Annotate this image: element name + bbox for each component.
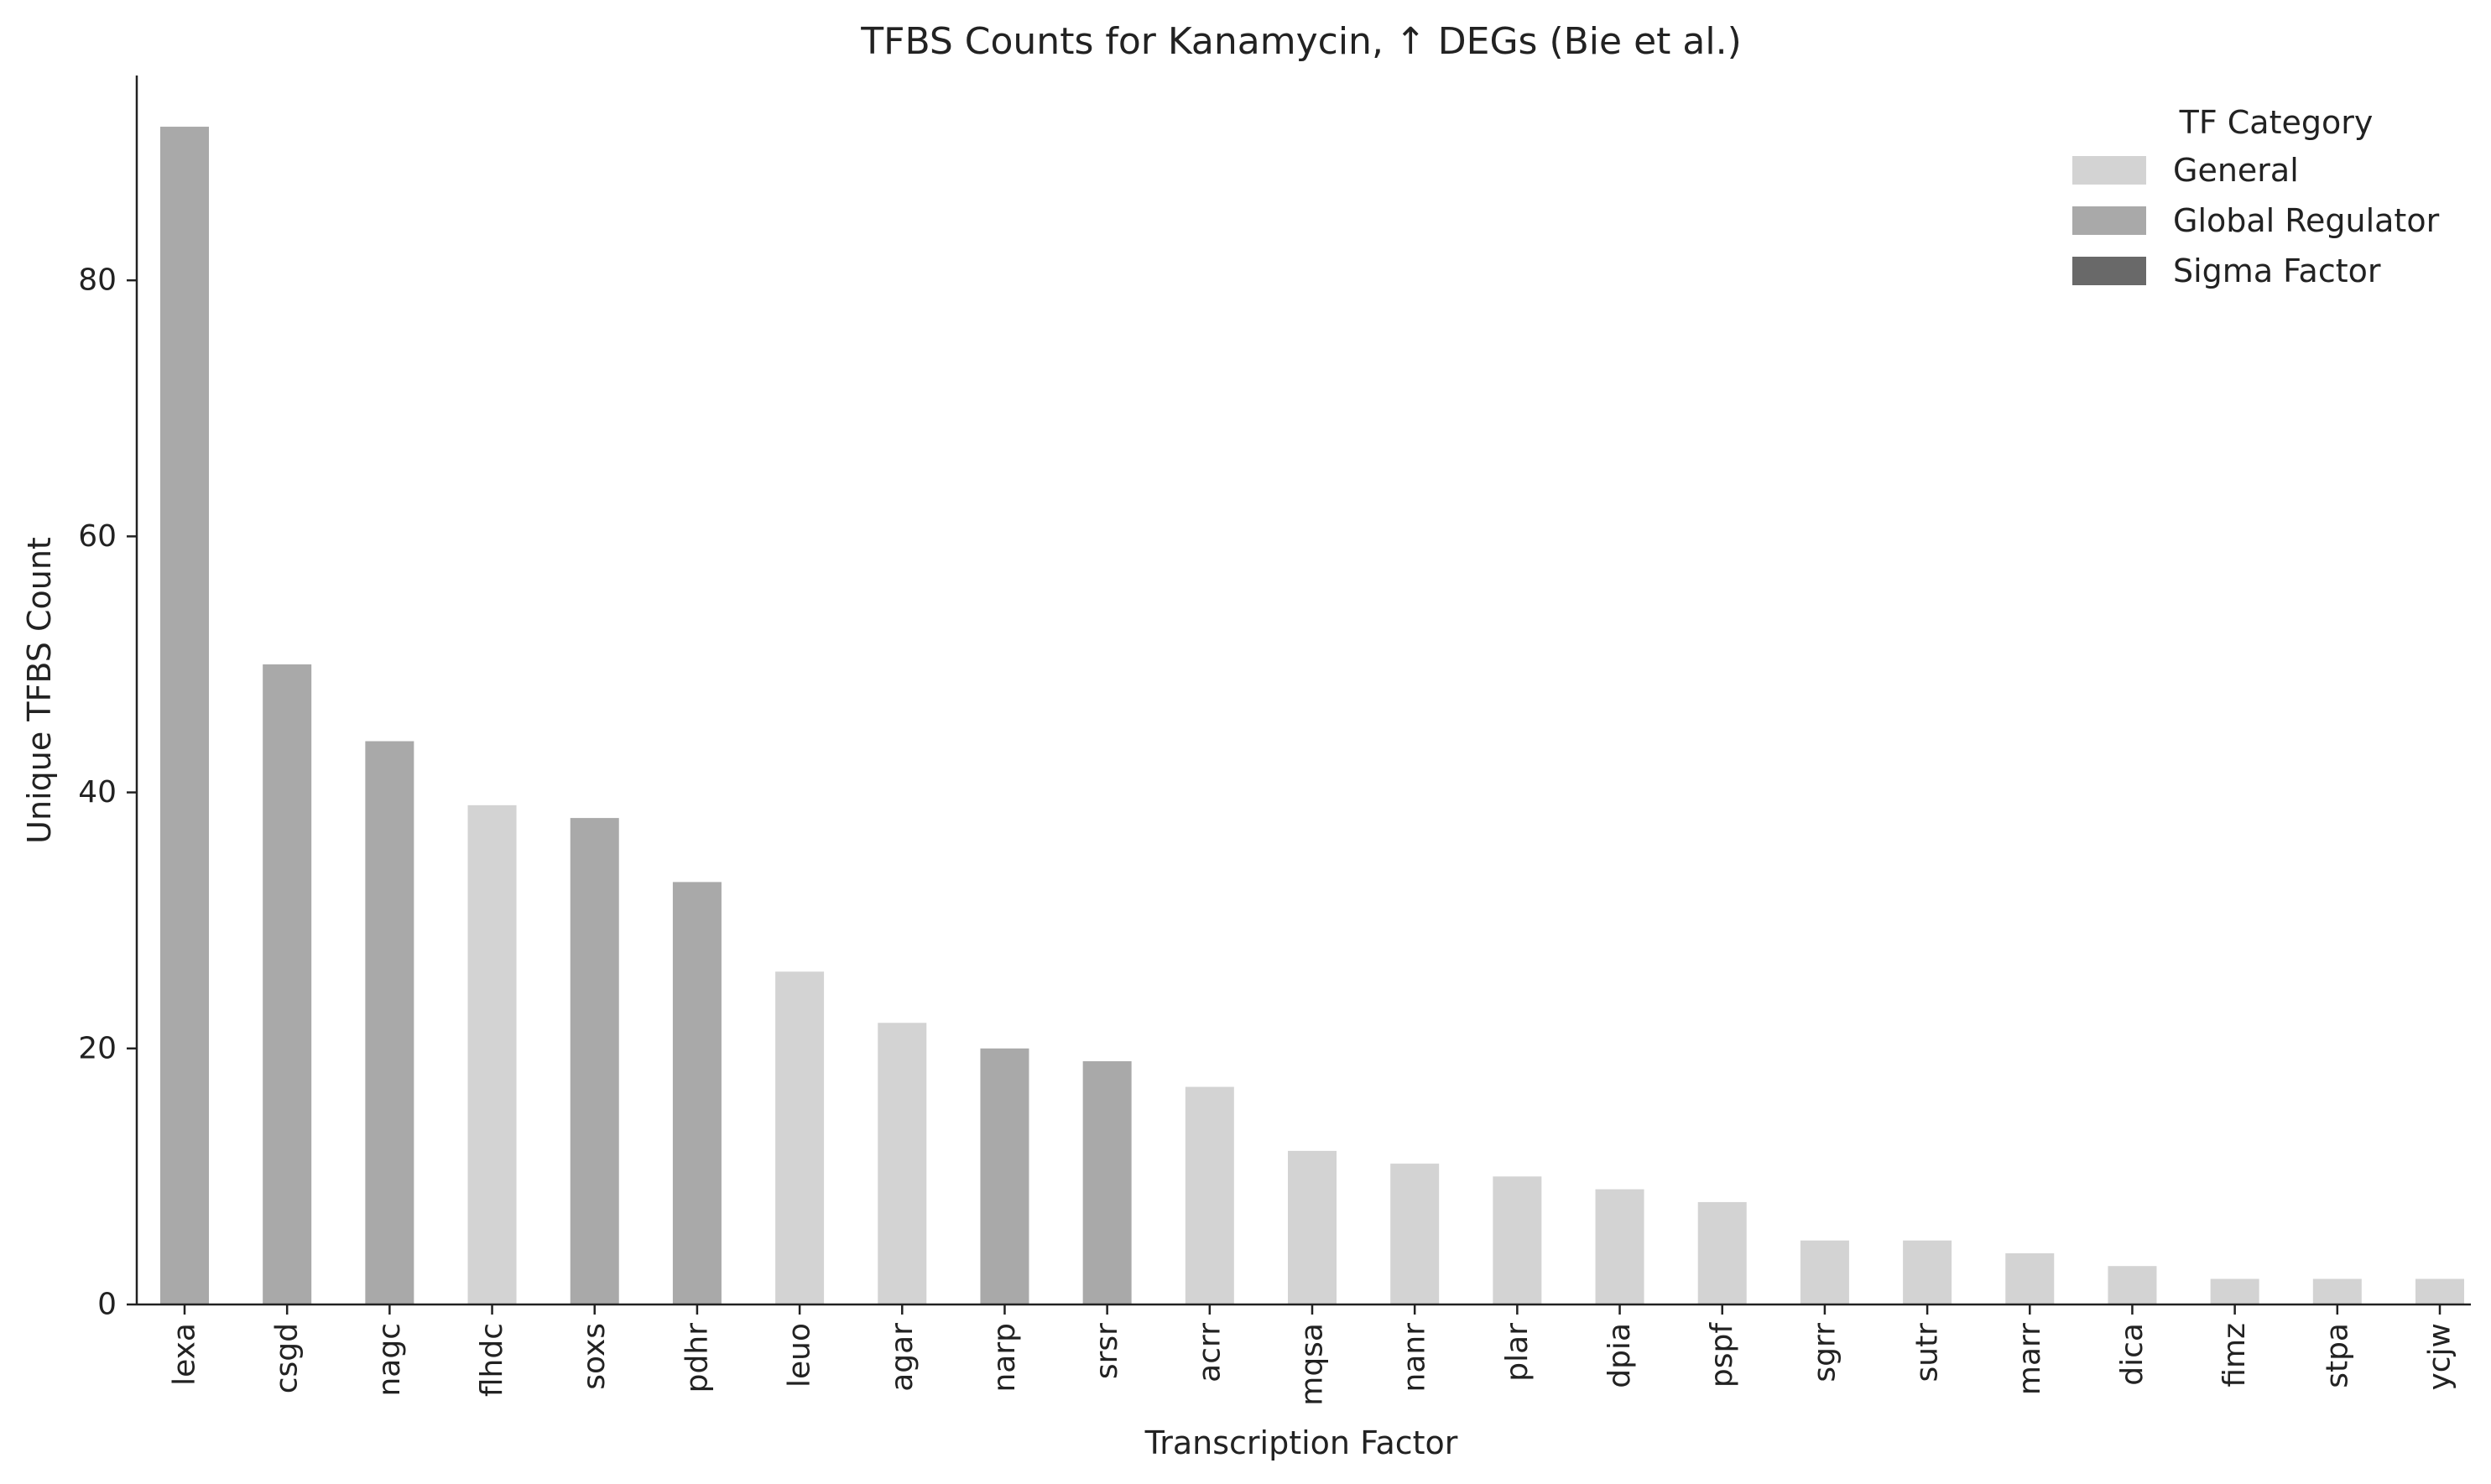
y-tick-label: 80	[78, 263, 117, 298]
bar-stpa	[2312, 1278, 2362, 1304]
x-tick-label: ycjw	[2423, 1323, 2457, 1391]
bars	[160, 127, 2464, 1305]
bar-pdhr	[672, 882, 722, 1304]
legend-swatch	[2072, 257, 2146, 285]
y-tick-label: 60	[78, 519, 117, 554]
x-tick-label: stpa	[2320, 1323, 2354, 1388]
bar-nagc	[365, 741, 414, 1304]
bar-leuo	[775, 971, 825, 1304]
bar-dpia	[1595, 1189, 1644, 1304]
x-tick-label: csgd	[270, 1323, 305, 1393]
bar-sgrr	[1800, 1240, 1849, 1304]
x-tick-label: narp	[988, 1323, 1022, 1393]
chart-title: TFBS Counts for Kanamycin, ↑ DEGs (Bie e…	[860, 20, 1741, 63]
legend-swatch	[2072, 206, 2146, 235]
bar-dica	[2108, 1266, 2157, 1304]
legend-title: TF Category	[2179, 104, 2374, 141]
legend: TF Category General Global Regulator Sigma…	[2072, 104, 2440, 289]
x-tick-label: acrr	[1192, 1323, 1227, 1382]
x-tick-label: nagc	[373, 1323, 407, 1397]
legend-swatch	[2072, 156, 2146, 185]
y-axis-ticks: 0 20 40 60 80	[78, 263, 137, 1322]
x-tick-label: dpia	[1602, 1323, 1637, 1388]
bar-pspf	[1697, 1201, 1747, 1304]
bar-flhdc	[467, 804, 517, 1304]
y-tick-label: 0	[97, 1288, 117, 1322]
bar-nanr	[1390, 1164, 1440, 1304]
y-tick-label: 40	[78, 775, 117, 810]
x-tick-label: flhdc	[475, 1323, 509, 1397]
x-axis-label: Transcription Factor	[1144, 1424, 1458, 1461]
x-tick-label: pdhr	[680, 1323, 714, 1393]
x-tick-label: soxs	[577, 1323, 612, 1390]
bar-acrr	[1185, 1086, 1234, 1304]
bar-srsr	[1082, 1061, 1132, 1304]
bar-narp	[980, 1048, 1029, 1304]
x-tick-label: sutr	[1910, 1323, 1945, 1382]
x-tick-label: mqsa	[1295, 1323, 1330, 1406]
x-tick-label: marr	[2013, 1323, 2047, 1395]
legend-label: Global Regulator	[2173, 202, 2440, 239]
y-tick-label: 20	[78, 1031, 117, 1065]
x-tick-label: fimz	[2217, 1323, 2252, 1388]
bar-sutr	[1903, 1240, 1952, 1304]
bar-lexa	[160, 127, 209, 1305]
x-tick-label: srsr	[1090, 1323, 1124, 1379]
bar-soxs	[570, 818, 619, 1304]
legend-label: Sigma Factor	[2173, 253, 2381, 289]
x-tick-label: pspf	[1705, 1322, 1739, 1388]
bar-marr	[2005, 1252, 2055, 1304]
x-tick-label: agar	[885, 1323, 920, 1392]
x-tick-label: nanr	[1398, 1323, 1432, 1393]
bar-plar	[1493, 1176, 1542, 1304]
bar-csgd	[263, 664, 312, 1304]
y-axis-label: Unique TFBS Count	[21, 537, 58, 844]
bar-ycjw	[2415, 1278, 2464, 1304]
x-tick-label: dica	[2115, 1323, 2150, 1386]
x-tick-label: lexa	[168, 1323, 202, 1386]
bar-fimz	[2210, 1278, 2259, 1304]
bar-agar	[878, 1023, 927, 1304]
legend-label: General	[2173, 152, 2299, 189]
x-tick-label: leuo	[783, 1323, 817, 1388]
x-axis-ticks: lexa csgd nagc flhdc soxs pdhr leuo agar narp srs…	[168, 1304, 2457, 1406]
bar-mqsa	[1288, 1150, 1337, 1304]
x-tick-label: sgrr	[1807, 1323, 1842, 1382]
x-tick-label: plar	[1500, 1323, 1535, 1382]
